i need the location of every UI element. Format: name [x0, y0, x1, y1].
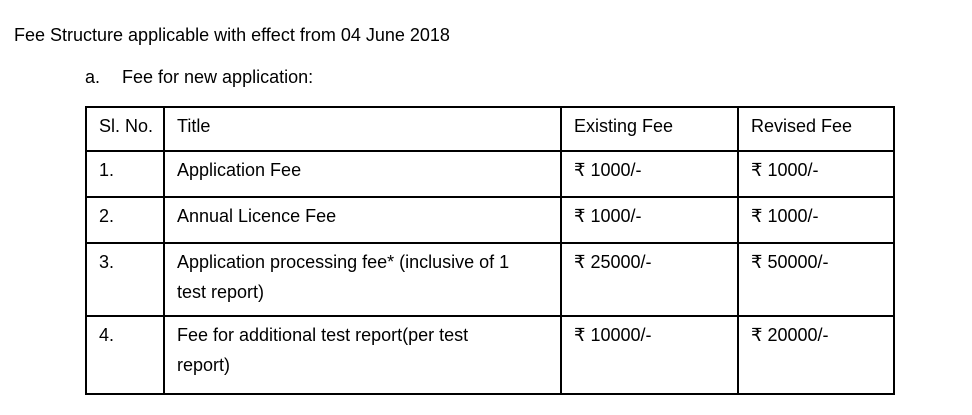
table-row: 1. Application Fee ₹ 1000/- ₹ 1000/- — [85, 150, 895, 198]
cell-sl-no: 1. — [85, 150, 165, 198]
section-heading: a. Fee for new application: — [85, 66, 313, 88]
cell-title: Application processing fee* (inclusive o… — [163, 242, 562, 317]
cell-title-text: Application processing fee* (inclusive o… — [177, 252, 510, 302]
section-heading-label: Fee for new application: — [122, 67, 314, 87]
cell-revised-fee: ₹ 1000/- — [737, 196, 895, 244]
table-row: 3. Application processing fee* (inclusiv… — [85, 242, 895, 317]
cell-title-text: Annual Licence Fee — [177, 206, 337, 226]
cell-title: Application Fee — [163, 150, 562, 198]
cell-sl-no: 3. — [85, 242, 165, 317]
cell-title: Annual Licence Fee — [163, 196, 562, 244]
cell-existing-fee: ₹ 1000/- — [560, 196, 739, 244]
cell-title: Fee for additional test report(per test … — [163, 315, 562, 395]
cell-existing-fee: ₹ 1000/- — [560, 150, 739, 198]
page-title: Fee Structure applicable with effect fro… — [14, 25, 450, 45]
cell-revised-fee: ₹ 1000/- — [737, 150, 895, 198]
table-row: 4. Fee for additional test report(per te… — [85, 315, 895, 395]
fee-table: Sl. No. Title Existing Fee Revised Fee 1… — [85, 106, 895, 395]
col-header-title: Title — [163, 106, 562, 152]
cell-existing-fee: ₹ 25000/- — [560, 242, 739, 317]
table-row: 2. Annual Licence Fee ₹ 1000/- ₹ 1000/- — [85, 196, 895, 244]
cell-sl-no: 2. — [85, 196, 165, 244]
cell-revised-fee: ₹ 50000/- — [737, 242, 895, 317]
table-header-row: Sl. No. Title Existing Fee Revised Fee — [85, 106, 895, 152]
cell-sl-no: 4. — [85, 315, 165, 395]
col-header-existing-fee: Existing Fee — [560, 106, 739, 152]
cell-title-text: Application Fee — [177, 160, 302, 180]
section-marker: a. — [85, 67, 101, 87]
col-header-revised-fee: Revised Fee — [737, 106, 895, 152]
col-header-sl-no: Sl. No. — [85, 106, 165, 152]
cell-title-text: Fee for additional test report(per test … — [177, 325, 469, 375]
cell-revised-fee: ₹ 20000/- — [737, 315, 895, 395]
cell-existing-fee: ₹ 10000/- — [560, 315, 739, 395]
